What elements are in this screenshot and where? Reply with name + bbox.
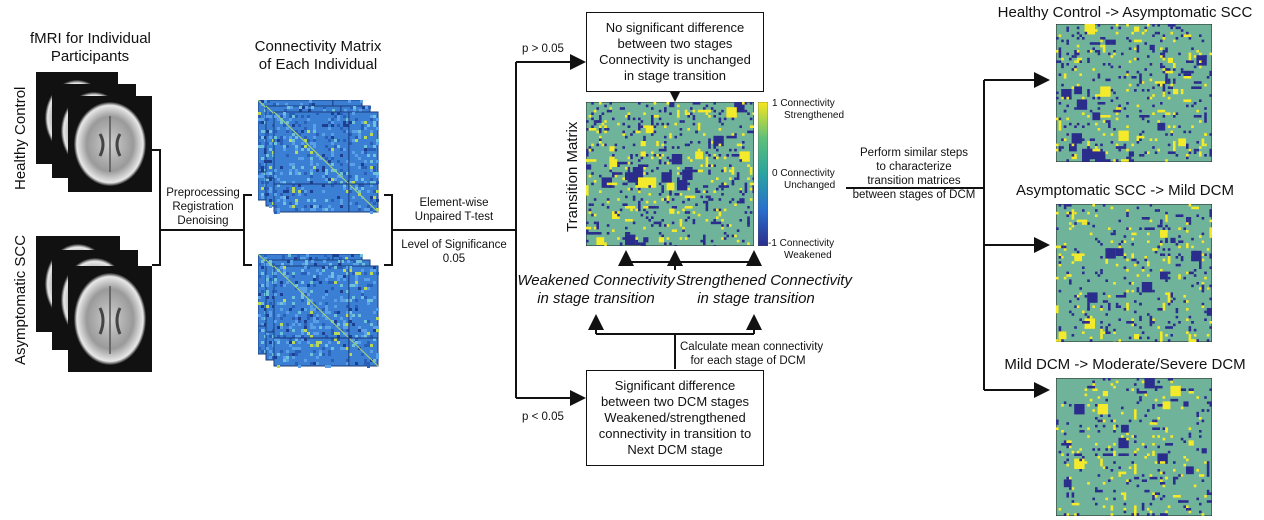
ttest-label: Element-wise Unpaired T-test	[396, 196, 512, 224]
cb-bot-line2: Weakened	[784, 250, 832, 261]
colorbar-strengthened-label: 1 Connectivity Strengthened	[772, 98, 844, 122]
p-high-label: p > 0.05	[522, 43, 564, 55]
mean-conn-line2: for each stage of DCM	[690, 355, 806, 367]
fmri-heading-line2: Participants	[50, 48, 130, 65]
cb-mid-line1: 0 Connectivity	[772, 168, 835, 179]
p-low-label: p < 0.05	[522, 411, 564, 423]
weakened-line2: in stage transition	[537, 290, 655, 307]
fmri-heading-line1: fMRI for Individual	[30, 30, 151, 47]
preprocessing-line2: Registration	[172, 201, 234, 213]
no-sig-line1: No significant difference	[605, 20, 745, 35]
ttest-line1: Element-wise	[419, 197, 489, 209]
brain-scan-image	[36, 72, 152, 192]
healthy-control-label: Healthy Control	[12, 86, 29, 190]
no-sig-line4: in stage transition	[624, 68, 726, 83]
significance-label: Level of Significance 0.05	[396, 238, 512, 266]
output-transition-matrix-2	[1056, 204, 1212, 342]
cb-top-line2: Strengthened	[784, 110, 845, 121]
output-title-2: Asymptomatic SCC -> Mild DCM	[1016, 182, 1234, 199]
cb-bot-line1: -1 Connectivity	[768, 238, 835, 249]
strengthened-connectivity-label: Strengthened Connectivity in stage trans…	[676, 272, 852, 308]
brain-stack-healthy	[36, 72, 152, 192]
strengthened-line1: Strengthened Connectivity	[676, 272, 852, 289]
output-title-1: Healthy Control -> Asymptomatic SCC	[997, 4, 1253, 21]
sig-line2: between two DCM stages	[600, 394, 750, 409]
cb-mid-line2: Unchanged	[784, 180, 836, 191]
preprocessing-line1: Preprocessing	[166, 187, 240, 199]
ttest-line4: 0.05	[442, 253, 466, 265]
ttest-line3: Level of Significance	[401, 239, 507, 251]
connectivity-heading: Connectivity Matrix of Each Individual	[246, 38, 390, 74]
brain-stack-scc	[36, 236, 152, 376]
colorbar-weakened-label: -1 Connectivity Weakened	[768, 238, 834, 262]
weakened-line1: Weakened Connectivity	[517, 272, 675, 289]
transition-matrix-axis-label: Transition Matrix	[564, 121, 581, 232]
preprocessing-line3: Denoising	[177, 215, 229, 227]
sig-line5: Next DCM stage	[627, 442, 723, 457]
preprocessing-label: Preprocessing Registration Denoising	[162, 186, 244, 228]
transition-matrix	[586, 102, 754, 246]
ttest-line2: Unpaired T-test	[414, 211, 494, 223]
transition-colorbar	[758, 102, 768, 246]
connectivity-heading-line1: Connectivity Matrix	[254, 38, 382, 55]
brain-scan-image	[36, 236, 152, 372]
output-transition-matrix-1	[1056, 24, 1212, 162]
similar-steps-line4: between stages of DCM	[852, 189, 976, 201]
output-title-3: Mild DCM -> Moderate/Severe DCM	[1004, 356, 1246, 373]
no-sig-line3: Connectivity is unchanged	[599, 52, 751, 67]
similar-steps-line3: transition matrices	[867, 175, 961, 187]
similar-steps-line1: Perform similar steps	[860, 147, 968, 159]
sig-line1: Significant difference	[614, 378, 736, 393]
connectivity-heading-line2: of Each Individual	[258, 56, 378, 73]
mean-conn-line1: Calculate mean connectivity	[680, 341, 824, 353]
cb-top-line1: 1 Connectivity	[772, 98, 835, 109]
connectivity-matrix-stack-top	[258, 100, 379, 214]
asymptomatic-scc-label: Asymptomatic SCC	[12, 234, 29, 365]
mean-connectivity-label: Calculate mean connectivity for each sta…	[680, 340, 824, 368]
output-transition-matrix-3	[1056, 378, 1212, 516]
fmri-heading: fMRI for Individual Participants	[30, 30, 151, 66]
no-significant-difference-box: No significant difference between two st…	[586, 12, 764, 92]
strengthened-line2: in stage transition	[697, 290, 815, 307]
similar-steps-line2: to characterize	[876, 161, 952, 173]
similar-steps-label: Perform similar steps to characterize tr…	[846, 146, 982, 202]
colorbar-unchanged-label: 0 Connectivity Unchanged	[772, 168, 835, 192]
significant-difference-box: Significant difference between two DCM s…	[586, 370, 764, 466]
sig-line3: Weakened/strengthened	[604, 410, 746, 425]
sig-line4: connectivity in transition to	[598, 426, 752, 441]
no-sig-line2: between two stages	[617, 36, 733, 51]
weakened-connectivity-label: Weakened Connectivity in stage transitio…	[516, 272, 676, 308]
connectivity-matrix-stack-bottom	[258, 254, 379, 368]
